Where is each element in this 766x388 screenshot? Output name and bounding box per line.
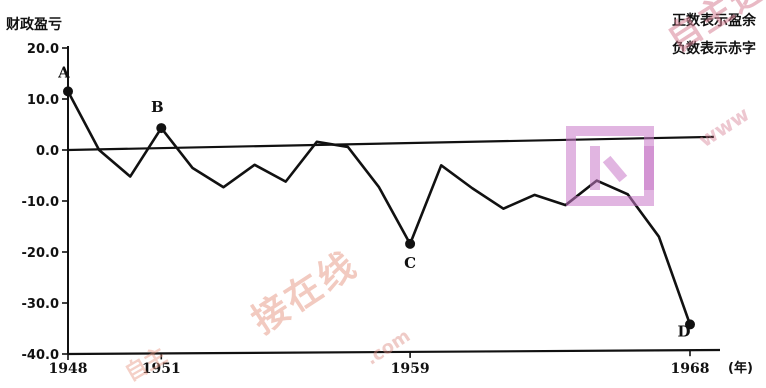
x-tick-label: 1959 [391,361,430,377]
x-tick-label: 1951 [142,361,181,377]
x-tick-label: 1968 [671,361,710,377]
point-marker-c [405,238,416,249]
y-axis-title: 财政盈亏 [6,17,62,33]
series-line [66,90,692,325]
y-tick-label: 20.0 [27,42,59,57]
trend-line [67,135,715,152]
x-axis-line [67,348,721,356]
legend-positive: 正数表示盈余 [672,13,756,29]
x-tick-label: 1948 [49,361,88,377]
y-tick-label: -40.0 [22,348,59,363]
axes-group [67,46,721,356]
point-label-b: B [151,98,164,116]
legend-negative: 负数表示赤字 [672,41,756,57]
point-marker-d [685,319,695,330]
y-tick-label: -20.0 [22,246,59,261]
y-tick-label: -30.0 [22,297,59,312]
y-tick-label: -10.0 [22,195,59,210]
point-label-d: D [677,322,690,340]
point-label-a: A [57,63,70,81]
x-unit-label: (年) [728,360,753,376]
y-tick-label: 10.0 [27,93,59,108]
point-label-c: C [404,254,416,272]
series-group [66,90,715,325]
y-tick-label: 0.0 [36,144,59,159]
point-marker-a [63,86,73,97]
points-group: A B C D [57,63,695,340]
point-marker-b [156,123,167,134]
